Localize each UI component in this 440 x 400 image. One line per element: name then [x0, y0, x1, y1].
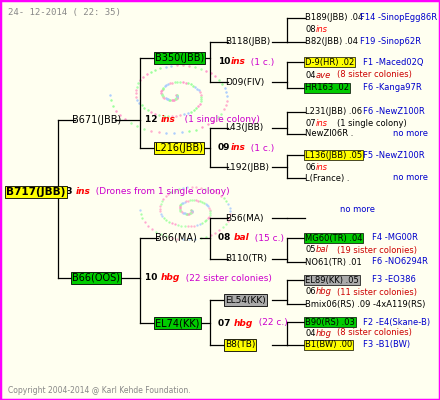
Text: B1(BW) .00: B1(BW) .00 — [305, 340, 352, 350]
Text: 06: 06 — [305, 162, 315, 172]
Text: NO61(TR) .01: NO61(TR) .01 — [305, 258, 362, 266]
Text: B90(RS) .03: B90(RS) .03 — [305, 318, 355, 326]
Text: F3 -B1(BW): F3 -B1(BW) — [363, 340, 410, 350]
Text: F14 -SinopEgg86R: F14 -SinopEgg86R — [360, 14, 437, 22]
Text: L231(JBB) .06: L231(JBB) .06 — [305, 108, 362, 116]
Text: 07: 07 — [305, 118, 315, 128]
Text: no more: no more — [393, 130, 428, 138]
Text: F6 -NO6294R: F6 -NO6294R — [372, 258, 428, 266]
Text: 06: 06 — [305, 288, 315, 296]
Text: ins: ins — [231, 58, 245, 66]
Text: ins: ins — [231, 144, 246, 152]
Text: Bmix06(RS) .09 -4xA119(RS): Bmix06(RS) .09 -4xA119(RS) — [305, 300, 425, 308]
Text: F4 -MG00R: F4 -MG00R — [372, 234, 418, 242]
Text: no more: no more — [393, 174, 428, 182]
Text: (8 sister colonies): (8 sister colonies) — [337, 328, 412, 338]
Text: (1 single colony): (1 single colony) — [176, 116, 259, 124]
Text: F2 -E4(Skane-B): F2 -E4(Skane-B) — [363, 318, 430, 326]
Text: (22 c.): (22 c.) — [253, 318, 288, 328]
Text: 08: 08 — [305, 26, 315, 34]
Text: EL89(KK) .05: EL89(KK) .05 — [305, 276, 359, 284]
Text: MG60(TR) .04: MG60(TR) .04 — [305, 234, 363, 242]
Text: L192(JBB): L192(JBB) — [225, 162, 269, 172]
Text: ins: ins — [316, 26, 328, 34]
Text: (1 c.): (1 c.) — [245, 58, 275, 66]
Text: hbg: hbg — [161, 274, 180, 282]
Text: 10: 10 — [218, 58, 231, 66]
Text: F3 -EO386: F3 -EO386 — [372, 276, 416, 284]
Text: bal: bal — [234, 234, 249, 242]
Text: F19 -Sinop62R: F19 -Sinop62R — [360, 38, 421, 46]
Text: 07: 07 — [218, 318, 234, 328]
Text: EL74(KK): EL74(KK) — [155, 318, 199, 328]
Text: (Drones from 1 single colony): (Drones from 1 single colony) — [91, 188, 230, 196]
Text: ins: ins — [76, 188, 91, 196]
Text: D09(FIV): D09(FIV) — [225, 78, 264, 86]
Text: EL54(KK): EL54(KK) — [225, 296, 266, 304]
Text: F5 -NewZ100R: F5 -NewZ100R — [363, 150, 425, 160]
Text: 08: 08 — [218, 234, 234, 242]
Text: B118(JBB): B118(JBB) — [225, 38, 270, 46]
Text: D-9(HR) .02: D-9(HR) .02 — [305, 58, 354, 66]
Text: L(France) .: L(France) . — [305, 174, 349, 182]
Text: NewZl06R .: NewZl06R . — [305, 130, 353, 138]
Text: Copyright 2004-2014 @ Karl Kehde Foundation.: Copyright 2004-2014 @ Karl Kehde Foundat… — [8, 386, 191, 395]
Text: B350(JBB): B350(JBB) — [155, 53, 204, 63]
Text: B110(TR): B110(TR) — [225, 254, 267, 264]
Text: B82(JBB) .04: B82(JBB) .04 — [305, 38, 358, 46]
Text: 09: 09 — [218, 144, 231, 152]
Text: 13: 13 — [60, 188, 76, 196]
Text: (1 c.): (1 c.) — [246, 144, 275, 152]
Text: B66(MA): B66(MA) — [155, 233, 197, 243]
Text: 04: 04 — [305, 70, 315, 80]
Text: B189(JBB) .04: B189(JBB) .04 — [305, 14, 363, 22]
Text: (1 single colony): (1 single colony) — [337, 118, 407, 128]
Text: 04: 04 — [305, 328, 315, 338]
Text: (15 c.): (15 c.) — [249, 234, 284, 242]
Text: B8(TB): B8(TB) — [225, 340, 255, 350]
Text: (8 sister colonies): (8 sister colonies) — [337, 70, 412, 80]
Text: F1 -Maced02Q: F1 -Maced02Q — [363, 58, 423, 66]
Text: hbg: hbg — [316, 328, 332, 338]
Text: B671(JBB): B671(JBB) — [72, 115, 121, 125]
Text: ins: ins — [316, 162, 328, 172]
Text: hbg: hbg — [234, 318, 253, 328]
Text: F6 -Kanga97R: F6 -Kanga97R — [363, 84, 422, 92]
Text: (22 sister colonies): (22 sister colonies) — [180, 274, 272, 282]
Text: L136(JBB) .05: L136(JBB) .05 — [305, 150, 362, 160]
Text: B66(OOS): B66(OOS) — [72, 273, 120, 283]
Text: HR163 .02: HR163 .02 — [305, 84, 349, 92]
Text: bal: bal — [316, 246, 329, 254]
Text: B717(JBB): B717(JBB) — [6, 187, 66, 197]
Text: B56(MA): B56(MA) — [225, 214, 264, 222]
Text: L43(JBB): L43(JBB) — [225, 124, 263, 132]
Text: (19 sister colonies): (19 sister colonies) — [337, 246, 417, 254]
Text: 10: 10 — [145, 274, 161, 282]
Text: F6 -NewZ100R: F6 -NewZ100R — [363, 108, 425, 116]
Text: ave: ave — [316, 70, 331, 80]
Text: (11 sister colonies): (11 sister colonies) — [337, 288, 417, 296]
Text: no more: no more — [340, 206, 375, 214]
Text: 05: 05 — [305, 246, 315, 254]
Text: ins: ins — [316, 118, 328, 128]
Text: 24- 12-2014 ( 22: 35): 24- 12-2014 ( 22: 35) — [8, 8, 121, 17]
Text: hbg: hbg — [316, 288, 332, 296]
Text: 12: 12 — [145, 116, 161, 124]
Text: ins: ins — [161, 116, 176, 124]
Text: L216(JBB): L216(JBB) — [155, 143, 203, 153]
